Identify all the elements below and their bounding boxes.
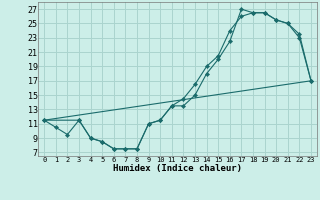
X-axis label: Humidex (Indice chaleur): Humidex (Indice chaleur) [113, 164, 242, 173]
